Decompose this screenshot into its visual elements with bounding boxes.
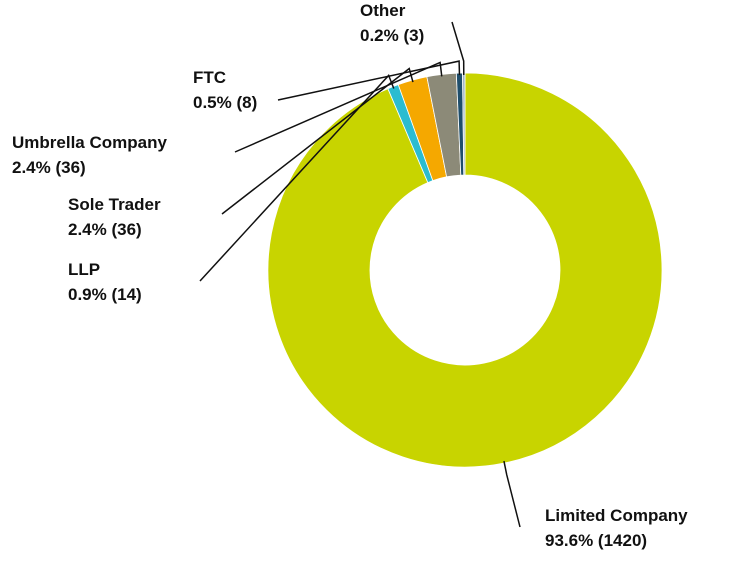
slice-value-label: 0.2% (3) (360, 26, 424, 45)
slice-value-label: 0.9% (14) (68, 285, 142, 304)
slice-label: Other (360, 1, 406, 20)
slice-value-label: 2.4% (36) (12, 158, 86, 177)
slice-label: Limited Company (545, 506, 688, 525)
slice-label: FTC (193, 68, 226, 87)
leader-line (221, 67, 414, 215)
slice-value-label: 2.4% (36) (68, 220, 142, 239)
slice-label: Sole Trader (68, 195, 161, 214)
slice-label: Umbrella Company (12, 133, 167, 152)
slice-value-label: 0.5% (8) (193, 93, 257, 112)
leader-line (234, 61, 443, 153)
donut-slice (267, 72, 663, 468)
leader-line (451, 21, 465, 76)
leader-line (277, 60, 461, 101)
slice-value-label: 93.6% (1420) (545, 531, 647, 550)
slice-label: LLP (68, 260, 100, 279)
leader-line (503, 460, 521, 528)
